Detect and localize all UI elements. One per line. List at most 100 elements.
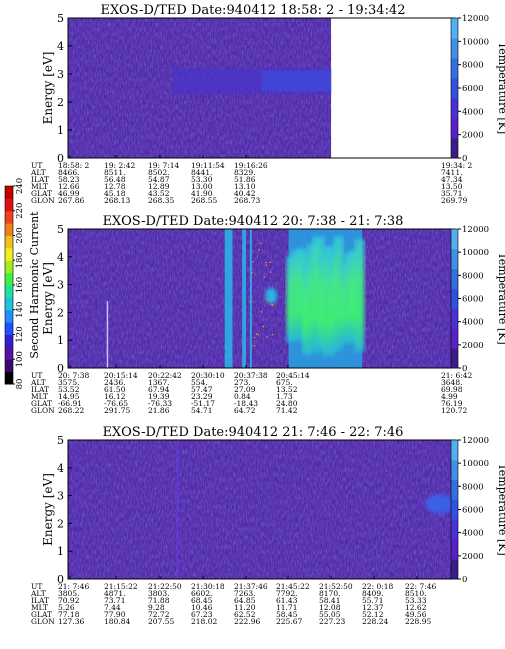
- table-cell: 4.99: [441, 392, 458, 401]
- table-cell: 54.87: [148, 175, 170, 184]
- colorbar-label: Temperature [K]: [496, 42, 505, 134]
- feature-region-strip: [286, 256, 295, 342]
- y-axis: 0 1 2 3 4 5 Energy [eV]: [41, 223, 72, 375]
- feature-region-strip: [349, 250, 359, 342]
- colorbar-tick-label: 8000: [462, 482, 484, 492]
- colorbar-tick-label: 4000: [462, 107, 484, 117]
- table-cell: 2436.: [104, 378, 125, 387]
- table-row-label: UT: [31, 582, 42, 591]
- colorbar-tick-label: 6000: [462, 295, 484, 305]
- feature-dot: [272, 304, 274, 307]
- colorbar-swatch: [451, 348, 458, 369]
- table-cell: 69.98: [441, 385, 463, 394]
- table-row-label: ILAT: [31, 596, 49, 605]
- table-cell: 20:37:38: [234, 371, 268, 380]
- feature-region-strip: [338, 263, 348, 343]
- table-cell: 8511.: [104, 168, 125, 177]
- heatmap: [68, 229, 455, 368]
- feature-column: [224, 229, 233, 368]
- colorbar-swatch: [451, 288, 458, 309]
- y-tick-label: 3: [57, 279, 64, 292]
- table-cell: 7411.: [441, 168, 462, 177]
- colorbar-tick-label: 12000: [462, 436, 489, 446]
- feature-dot: [271, 303, 273, 306]
- table-cell: 268.13: [104, 196, 130, 205]
- current-colorbar: 80 100 120 140 160 180 200 220 240 Second Harmoni…: [4, 178, 41, 389]
- table-cell: 46.99: [58, 189, 80, 198]
- table-cell: 180.84: [104, 617, 130, 626]
- table-cell: 35.71: [441, 189, 462, 198]
- colorbar-swatch: [451, 559, 458, 580]
- table-cell: 77.90: [104, 610, 126, 619]
- colorbar-swatch: [451, 479, 458, 501]
- colorbar-tick-label: 0: [462, 154, 467, 164]
- table-cell: 53.33: [405, 596, 427, 605]
- feature-band-core: [261, 70, 332, 92]
- colorbar-swatch: [5, 322, 13, 335]
- table-cell: 22: 7:46: [405, 582, 437, 591]
- table-cell: 61.43: [276, 596, 298, 605]
- axis-table: UT 21: 7:46 21:15:22 21:22:50 21:30:18 21:37:…: [30, 582, 437, 626]
- table-cell: 57.47: [191, 385, 213, 394]
- table-cell: 19.39: [148, 392, 170, 401]
- table-cell: 20:45:14: [276, 371, 310, 380]
- table-cell: 47.34: [441, 175, 463, 184]
- table-cell: 72.72: [148, 610, 170, 619]
- colorbar-tick-label: 240: [15, 178, 25, 194]
- colorbar-swatch: [5, 346, 13, 360]
- y-tick-label: 3: [57, 68, 64, 81]
- table-row-label: ILAT: [31, 175, 49, 184]
- table-cell: 55.71: [362, 596, 383, 605]
- y-tick-label: 2: [57, 306, 64, 319]
- table-cell: 4871.: [104, 589, 125, 598]
- table-cell: 21:22:50: [148, 582, 182, 591]
- table-cell: 71.88: [148, 596, 170, 605]
- table-cell: 13.50: [441, 182, 463, 191]
- colorbar-tick-label: 10000: [462, 37, 489, 47]
- table-cell: 273.: [234, 378, 251, 387]
- temperature-colorbar: 0 2000 4000 6000 8000 10000 12000 Temperature […: [450, 225, 505, 374]
- colorbar-swatch: [5, 235, 13, 249]
- table-cell: 24.80: [276, 399, 298, 408]
- table-cell: 22: 0:18: [362, 582, 394, 591]
- table-cell: 58.45: [276, 610, 298, 619]
- colorbar-swatch: [5, 198, 13, 212]
- colorbar-swatch: [451, 229, 458, 250]
- table-cell: 67.23: [191, 610, 213, 619]
- feature-blob: [265, 287, 278, 304]
- colorbar-tick-label: 6000: [462, 84, 484, 94]
- table-cell: -18.43: [234, 399, 258, 408]
- table-cell: 27.09: [234, 385, 256, 394]
- colorbar-swatch: [451, 38, 458, 59]
- table-cell: 268.22: [58, 406, 84, 415]
- table-row-label: MLT: [31, 603, 48, 612]
- table-row-label: UT: [31, 371, 42, 380]
- y-axis-label: Energy [eV]: [41, 473, 55, 546]
- colorbar-swatch: [451, 308, 458, 329]
- temperature-colorbar: 0 2000 4000 6000 8000 10000 12000 Temperature […: [450, 436, 505, 585]
- colorbar-tick-label: 12000: [462, 225, 489, 235]
- feature-column: [249, 229, 252, 368]
- table-cell: 7263.: [234, 589, 255, 598]
- table-cell: 21:52:50: [319, 582, 353, 591]
- feature-region-strip: [317, 254, 327, 353]
- colorbar-swatch: [5, 260, 13, 274]
- table-cell: 13.10: [234, 182, 256, 191]
- feature-dot: [265, 264, 268, 266]
- table-cell: 8441.: [191, 168, 212, 177]
- colorbar-tick-label: 0: [462, 364, 467, 374]
- table-cell: 56.48: [104, 175, 126, 184]
- table-cell: 19:34: 2: [441, 161, 473, 170]
- table-cell: 675.: [276, 378, 293, 387]
- feature-dot: [259, 242, 262, 245]
- colorbar-swatch: [5, 371, 13, 385]
- colorbar-swatch: [451, 58, 458, 79]
- colorbar-label: Temperature [K]: [496, 252, 505, 344]
- table-cell: 218.02: [191, 617, 217, 626]
- table-cell: 268.55: [191, 196, 217, 205]
- table-cell: 14.95: [58, 392, 80, 401]
- table-cell: 58.23: [58, 175, 80, 184]
- colorbar-label: Second Harmonic Current: [28, 211, 41, 359]
- table-row-label: ILAT: [31, 385, 49, 394]
- table-cell: 267.86: [58, 196, 84, 205]
